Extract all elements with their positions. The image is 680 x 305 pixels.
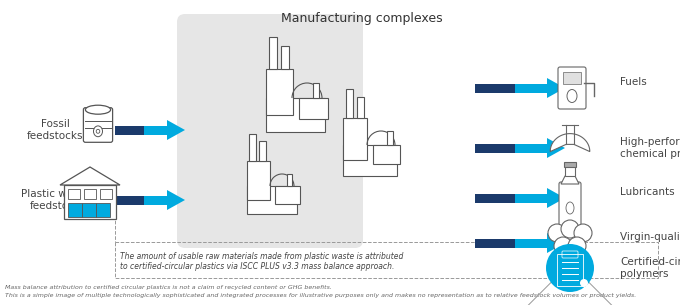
Polygon shape: [561, 176, 579, 184]
FancyBboxPatch shape: [564, 162, 576, 167]
Polygon shape: [515, 239, 547, 247]
Ellipse shape: [94, 126, 103, 137]
Text: Lubricants: Lubricants: [620, 187, 675, 197]
Polygon shape: [547, 188, 565, 208]
Ellipse shape: [567, 89, 577, 102]
Polygon shape: [143, 125, 167, 135]
FancyBboxPatch shape: [287, 174, 292, 186]
Ellipse shape: [86, 105, 111, 114]
Polygon shape: [550, 134, 590, 152]
FancyBboxPatch shape: [558, 67, 586, 109]
Text: This is a simple image of multiple technologically sophisticated and integrated : This is a simple image of multiple techn…: [5, 293, 636, 298]
Polygon shape: [515, 193, 547, 203]
Polygon shape: [475, 84, 547, 92]
FancyBboxPatch shape: [177, 14, 363, 248]
FancyBboxPatch shape: [346, 89, 353, 118]
Circle shape: [568, 237, 586, 255]
FancyBboxPatch shape: [100, 189, 112, 199]
Ellipse shape: [96, 129, 100, 133]
FancyBboxPatch shape: [565, 166, 575, 176]
FancyBboxPatch shape: [343, 145, 397, 176]
Polygon shape: [547, 233, 565, 253]
FancyBboxPatch shape: [269, 37, 277, 69]
Polygon shape: [60, 167, 120, 185]
FancyBboxPatch shape: [299, 98, 328, 119]
Text: Virgin-quality plastics: Virgin-quality plastics: [620, 232, 680, 242]
Text: Fuels: Fuels: [620, 77, 647, 87]
Circle shape: [574, 224, 592, 242]
Polygon shape: [115, 196, 167, 204]
Circle shape: [580, 279, 588, 287]
Text: Manufacturing complexes: Manufacturing complexes: [282, 12, 443, 25]
Polygon shape: [515, 143, 547, 152]
FancyBboxPatch shape: [343, 118, 367, 160]
FancyBboxPatch shape: [84, 108, 113, 142]
FancyBboxPatch shape: [387, 131, 393, 145]
Circle shape: [554, 237, 572, 255]
FancyBboxPatch shape: [559, 182, 581, 226]
Polygon shape: [167, 190, 185, 210]
Polygon shape: [475, 143, 547, 152]
Ellipse shape: [566, 202, 574, 214]
FancyBboxPatch shape: [68, 203, 82, 217]
FancyBboxPatch shape: [96, 203, 110, 217]
FancyBboxPatch shape: [266, 98, 325, 132]
Text: Fossil
feedstocks: Fossil feedstocks: [27, 119, 83, 141]
Text: Certified-circular
polymers: Certified-circular polymers: [620, 257, 680, 279]
FancyBboxPatch shape: [357, 97, 364, 118]
Polygon shape: [475, 193, 547, 203]
FancyBboxPatch shape: [266, 69, 293, 115]
Polygon shape: [515, 84, 547, 92]
Polygon shape: [475, 239, 547, 247]
Polygon shape: [547, 78, 565, 98]
FancyBboxPatch shape: [563, 72, 581, 84]
Text: Mass balance attribution to certified circular plastics is not a claim of recycl: Mass balance attribution to certified ci…: [5, 285, 332, 290]
FancyBboxPatch shape: [84, 189, 96, 199]
FancyBboxPatch shape: [259, 141, 266, 161]
Polygon shape: [143, 196, 167, 204]
Circle shape: [548, 224, 566, 242]
Circle shape: [561, 220, 579, 238]
Text: Plastic waste
feedstock: Plastic waste feedstock: [21, 189, 89, 211]
FancyBboxPatch shape: [373, 145, 400, 164]
FancyBboxPatch shape: [247, 161, 270, 200]
FancyBboxPatch shape: [82, 203, 96, 217]
FancyBboxPatch shape: [249, 134, 256, 161]
Text: High-performance
chemical products: High-performance chemical products: [620, 137, 680, 159]
Polygon shape: [547, 138, 565, 158]
Polygon shape: [115, 125, 167, 135]
FancyBboxPatch shape: [275, 186, 300, 204]
FancyBboxPatch shape: [313, 83, 319, 98]
Text: The amount of usable raw materials made from plastic waste is attributed
to cert: The amount of usable raw materials made …: [120, 252, 403, 271]
Polygon shape: [167, 120, 185, 140]
FancyBboxPatch shape: [281, 46, 289, 69]
Circle shape: [561, 249, 579, 267]
FancyBboxPatch shape: [247, 186, 297, 214]
FancyBboxPatch shape: [68, 189, 80, 199]
FancyBboxPatch shape: [64, 185, 116, 219]
Circle shape: [546, 244, 594, 292]
